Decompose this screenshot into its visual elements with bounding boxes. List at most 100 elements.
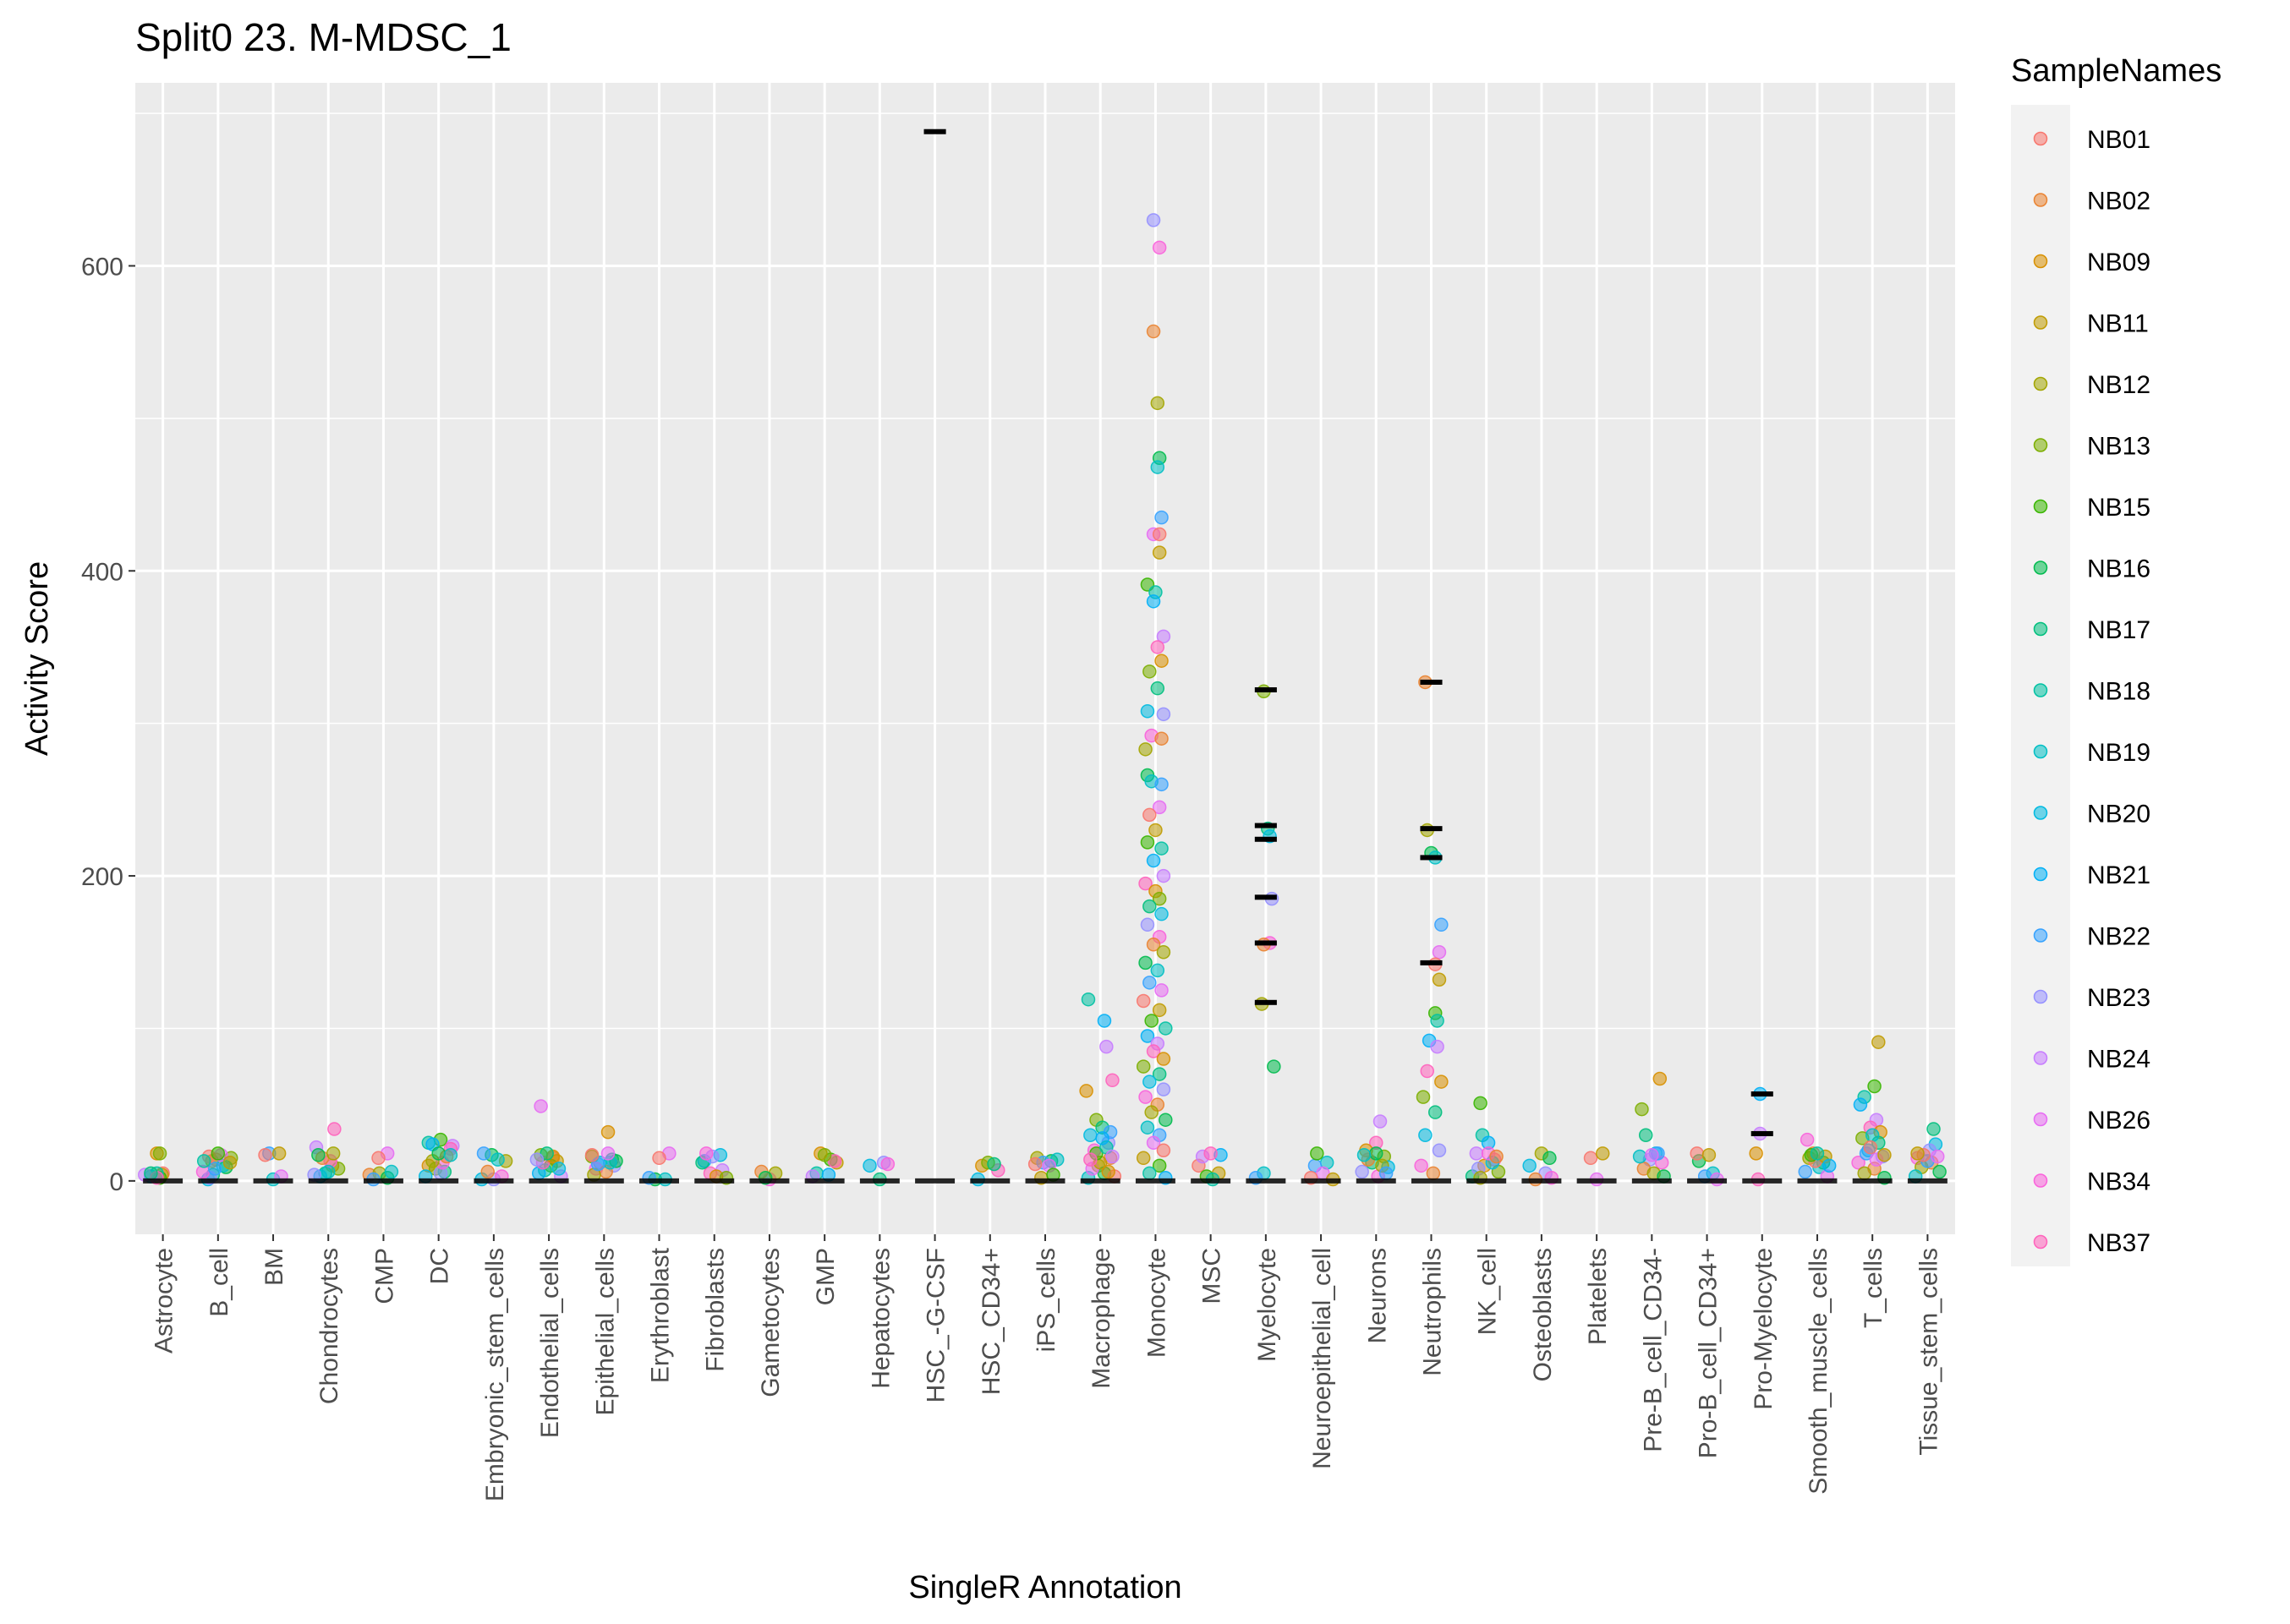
data-point — [196, 1154, 211, 1168]
baseline-density-mark — [694, 1178, 735, 1184]
data-point — [1434, 1074, 1449, 1089]
data-point — [1142, 664, 1157, 679]
legend-key — [2033, 560, 2048, 575]
data-point — [1097, 1014, 1112, 1028]
data-point — [1926, 1122, 1941, 1136]
data-point — [1156, 1052, 1171, 1066]
baseline-density-mark — [1246, 1178, 1286, 1184]
x-tick-label: HSC_CD34+ — [978, 1248, 1005, 1395]
data-point — [1083, 1128, 1098, 1142]
baseline-density-mark — [1576, 1178, 1617, 1184]
data-point — [152, 1146, 167, 1161]
data-point — [1150, 681, 1165, 696]
data-point — [384, 1164, 399, 1179]
reference-mark — [1254, 940, 1277, 946]
legend-key — [2033, 1112, 2048, 1127]
data-point — [699, 1146, 714, 1161]
data-point — [1095, 1131, 1109, 1146]
data-point — [551, 1162, 567, 1176]
data-point — [480, 1164, 496, 1179]
legend-label: NB20 — [2087, 801, 2150, 828]
data-point — [827, 1154, 842, 1168]
legend-key — [2033, 438, 2048, 452]
data-point — [1426, 1166, 1441, 1181]
data-point — [1430, 1014, 1444, 1028]
baseline-density-mark — [583, 1178, 624, 1184]
baseline-density-mark — [1080, 1178, 1120, 1184]
data-point — [1853, 1097, 1868, 1112]
baseline-density-mark — [1631, 1178, 1672, 1184]
reference-mark — [1254, 894, 1277, 900]
y-tick-label: 400 — [81, 558, 123, 586]
x-tick-label: Platelets — [1584, 1248, 1612, 1345]
x-tick-label: Monocyte — [1142, 1248, 1170, 1358]
data-point — [1146, 324, 1161, 339]
legend-key — [2033, 131, 2048, 146]
legend-label: NB16 — [2087, 555, 2150, 583]
data-point — [652, 1151, 666, 1166]
data-point — [1142, 807, 1157, 823]
data-point — [326, 1146, 341, 1161]
data-point — [311, 1147, 326, 1162]
data-point — [1932, 1164, 1947, 1179]
data-point — [1871, 1035, 1886, 1049]
reference-mark — [1750, 1091, 1773, 1097]
data-point — [271, 1146, 287, 1161]
data-point — [1144, 1105, 1159, 1119]
data-point — [1418, 1128, 1433, 1142]
baseline-density-mark — [970, 1178, 1011, 1184]
legend-label: NB34 — [2087, 1168, 2150, 1196]
data-point — [1146, 1135, 1161, 1151]
data-point — [1105, 1149, 1120, 1164]
x-tick-label: Neuroepithelial_cell — [1308, 1248, 1336, 1469]
data-point — [1156, 707, 1171, 722]
data-point — [880, 1156, 896, 1172]
data-point — [320, 1164, 336, 1179]
y-tick-label: 0 — [109, 1168, 123, 1196]
data-point — [1156, 1082, 1171, 1096]
data-point — [1150, 640, 1165, 654]
reference-mark — [923, 128, 946, 134]
legend-key — [2033, 1234, 2048, 1249]
data-point — [1148, 823, 1163, 838]
data-point — [1203, 1146, 1218, 1161]
data-point — [1140, 703, 1155, 719]
data-point — [1310, 1146, 1324, 1161]
x-tick-label: Endothelial_cells — [536, 1248, 564, 1438]
legend-key — [2033, 744, 2048, 759]
data-point — [1583, 1151, 1598, 1166]
data-point — [1152, 800, 1167, 815]
baseline-density-mark — [1742, 1178, 1783, 1184]
data-point — [443, 1147, 458, 1162]
x-tick-label: Epithelial_cells — [591, 1248, 619, 1415]
data-point — [584, 1147, 600, 1162]
data-point — [1138, 955, 1153, 971]
baseline-density-mark — [859, 1178, 900, 1184]
data-point — [1355, 1164, 1369, 1179]
y-axis-title: Activity Score — [19, 561, 55, 756]
x-axis-title: SingleR Annotation — [908, 1570, 1181, 1605]
data-point — [211, 1146, 226, 1161]
baseline-density-mark — [804, 1178, 845, 1184]
legend-label: NB12 — [2087, 371, 2150, 399]
legend-key — [2033, 254, 2048, 269]
reference-mark — [1254, 686, 1277, 692]
x-tick-label: Gametocytes — [757, 1248, 785, 1397]
data-point — [1140, 835, 1155, 850]
legend-key — [2033, 867, 2048, 882]
data-point — [476, 1146, 491, 1161]
y-tick-label: 600 — [81, 253, 123, 281]
data-point — [1152, 1067, 1167, 1081]
data-point — [1810, 1146, 1825, 1161]
data-point — [1430, 1039, 1444, 1054]
legend-label: NB02 — [2087, 188, 2150, 216]
baseline-density-mark — [308, 1178, 348, 1184]
legend-label: NB23 — [2087, 984, 2150, 1012]
data-point — [1867, 1079, 1882, 1094]
data-point — [1140, 917, 1155, 932]
data-point — [1701, 1147, 1717, 1162]
baseline-density-mark — [198, 1178, 238, 1184]
data-point — [600, 1146, 616, 1161]
data-point — [1469, 1146, 1484, 1161]
x-tick-label: Pro-B_cell_CD34+ — [1695, 1248, 1723, 1458]
